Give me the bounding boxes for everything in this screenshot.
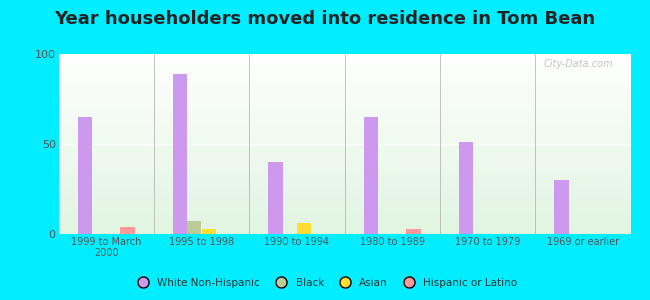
Text: Year householders moved into residence in Tom Bean: Year householders moved into residence i… xyxy=(55,11,595,28)
Bar xyxy=(406,229,421,234)
Text: City-Data.com: City-Data.com xyxy=(543,59,614,69)
Bar xyxy=(459,142,473,234)
Bar xyxy=(297,223,311,234)
Bar xyxy=(202,229,216,234)
Bar xyxy=(77,117,92,234)
Bar xyxy=(363,117,378,234)
Bar xyxy=(173,74,187,234)
Legend: White Non-Hispanic, Black, Asian, Hispanic or Latino: White Non-Hispanic, Black, Asian, Hispan… xyxy=(128,274,522,292)
Bar xyxy=(268,162,283,234)
Bar xyxy=(554,180,569,234)
Bar xyxy=(187,221,202,234)
Bar xyxy=(120,227,135,234)
